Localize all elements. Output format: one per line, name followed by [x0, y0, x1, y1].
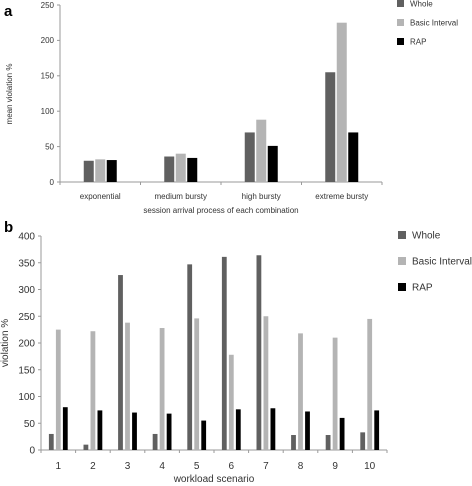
legend-swatch [398, 283, 406, 291]
bar-whole [244, 132, 255, 182]
x-tick-label: 6 [229, 461, 235, 472]
y-axis-title: mean violation % [5, 64, 14, 125]
bar-rap [348, 132, 359, 182]
bar-whole [152, 433, 158, 450]
legend-label: Whole [410, 0, 433, 9]
y-tick-label: 100 [41, 107, 55, 116]
bar-basic-interval [228, 354, 234, 450]
y-tick-label: 50 [45, 142, 54, 151]
x-tick-label: 1 [56, 461, 62, 472]
bar-rap [374, 410, 380, 450]
x-tick-label: 2 [90, 461, 96, 472]
bar-rap [270, 408, 276, 450]
y-tick-label: 300 [18, 285, 35, 296]
panel-label: b [4, 219, 13, 236]
bar-rap [305, 411, 310, 450]
y-tick-label: 150 [41, 72, 55, 81]
x-tick-label: 10 [364, 461, 376, 472]
chart-panel-b: b 0 50 100 150 200 250 300 350 400 1 2 3 4 5 6 7 8 9 10 work… [0, 219, 472, 485]
bar-rap [201, 420, 207, 450]
bar-whole [83, 160, 94, 182]
y-tick-label: 150 [18, 365, 35, 376]
y-tick-label: 100 [18, 392, 35, 403]
bar-basic-interval [367, 318, 373, 450]
x-tick-label: exponential [80, 192, 121, 201]
bar-basic-interval [256, 119, 267, 182]
bar-basic-interval [159, 328, 165, 450]
x-tick-label: 5 [194, 461, 200, 472]
y-tick-label: 0 [29, 446, 35, 457]
bar-whole [256, 255, 262, 450]
x-tick-label: extreme bursty [315, 192, 368, 201]
bar-whole [118, 275, 123, 450]
bar-basic-interval [55, 329, 61, 450]
bar-whole [48, 433, 54, 450]
y-tick-label: 400 [18, 232, 35, 243]
y-tick-label: 350 [18, 258, 35, 269]
bar-whole [325, 72, 336, 182]
bar-rap [132, 412, 137, 450]
bar-whole [360, 432, 366, 450]
bar-rap [339, 417, 345, 450]
bar-basic-interval [125, 322, 130, 450]
legend-swatch [398, 231, 406, 239]
x-tick-label: 4 [159, 461, 165, 472]
panel-label: a [4, 3, 13, 20]
legend-label: RAP [412, 283, 433, 294]
x-tick-label: 8 [298, 461, 304, 472]
x-tick-label: 9 [332, 461, 338, 472]
bar-basic-interval [90, 331, 96, 450]
y-tick-label: 0 [50, 178, 55, 187]
bar-basic-interval [194, 318, 200, 450]
bar-basic-interval [263, 316, 269, 450]
legend-label: Basic Interval [412, 257, 472, 268]
x-tick-label: medium bursty [155, 192, 207, 201]
legend-label: RAP [410, 38, 426, 47]
y-tick-label: 250 [18, 312, 35, 323]
bar-whole [187, 264, 193, 450]
legend-swatch [398, 257, 406, 265]
y-tick-label: 200 [18, 339, 35, 350]
bar-whole [291, 435, 296, 450]
y-tick-label: 50 [24, 419, 36, 430]
bar-basic-interval [175, 153, 186, 182]
legend-swatch [397, 0, 404, 7]
bar-rap [267, 145, 278, 182]
x-tick-label: 7 [263, 461, 269, 472]
bar-rap [62, 407, 68, 450]
x-axis-title: workload scenario [173, 474, 255, 485]
y-axis-title: violation % [0, 319, 11, 367]
bar-whole [164, 156, 175, 182]
legend-swatch [397, 38, 404, 45]
bar-basic-interval [298, 333, 303, 450]
legend-label: Whole [412, 231, 441, 242]
x-tick-label: high bursty [242, 192, 281, 201]
bar-rap [235, 409, 241, 450]
x-axis-title: session arrival process of each combinat… [143, 206, 298, 215]
bar-basic-interval [336, 22, 347, 183]
bar-rap [106, 160, 117, 182]
bar-whole [325, 435, 331, 450]
y-tick-label: 250 [41, 1, 55, 10]
bar-rap [97, 410, 103, 450]
chart-panel-a: a 0 50 100 150 200 250 exponential medium bursty… [4, 0, 458, 215]
y-tick-label: 200 [41, 36, 55, 45]
bar-basic-interval [95, 159, 106, 182]
bar-whole [221, 256, 227, 450]
bar-rap [166, 413, 172, 450]
legend-swatch [397, 19, 404, 26]
bar-rap [187, 157, 198, 182]
x-tick-label: 3 [125, 461, 131, 472]
bar-basic-interval [332, 337, 338, 450]
legend-label: Basic Interval [410, 19, 458, 28]
bar-whole [83, 444, 89, 450]
